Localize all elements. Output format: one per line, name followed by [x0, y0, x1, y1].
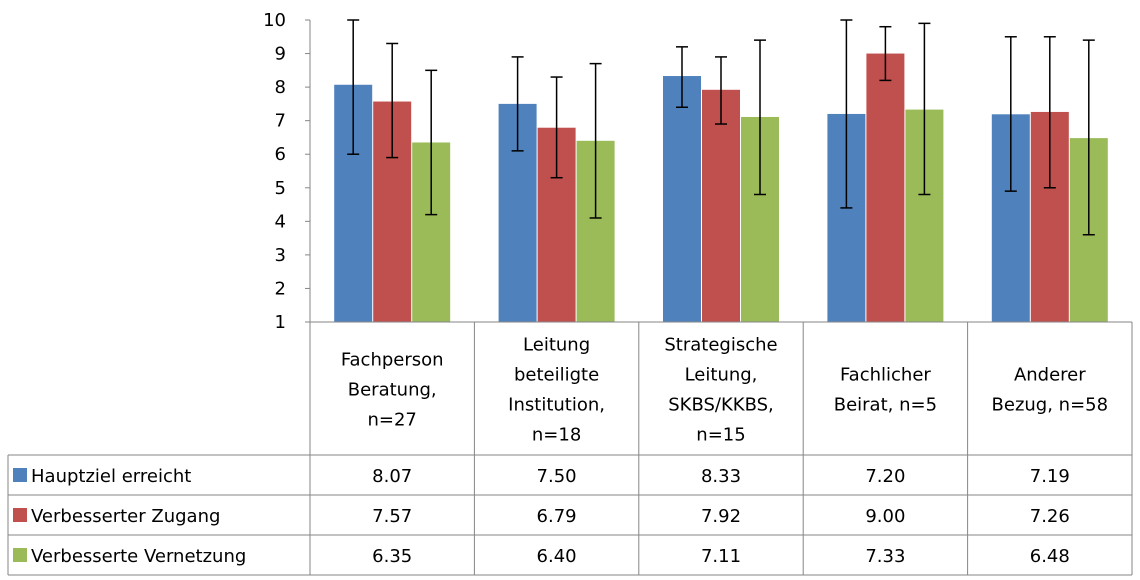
- data-label: 7.20: [865, 466, 905, 487]
- data-label: 8.07: [372, 466, 412, 487]
- data-label: 6.48: [1030, 546, 1070, 567]
- data-label: 7.11: [701, 546, 741, 567]
- y-tick-label: 2: [275, 278, 286, 299]
- category-label: n=27: [367, 410, 416, 431]
- category-label: Anderer: [1014, 365, 1086, 386]
- legend-label: Verbesserter Zugang: [31, 506, 220, 527]
- category-label: beteiligte: [514, 365, 599, 386]
- legend-swatch: [13, 468, 27, 482]
- y-tick-label: 10: [263, 10, 286, 31]
- y-tick-label: 3: [275, 245, 286, 266]
- category-label: Beratung,: [348, 380, 437, 401]
- data-label: 7.92: [701, 506, 741, 527]
- data-label: 7.19: [1030, 466, 1070, 487]
- category-label: SKBS/KKBS,: [668, 395, 774, 416]
- category-label: Leitung,: [685, 365, 758, 386]
- category-label: Fachperson: [341, 350, 444, 371]
- y-tick-label: 9: [275, 44, 286, 65]
- category-label: Beirat, n=5: [834, 395, 937, 416]
- y-tick-label: 7: [275, 111, 286, 132]
- category-label: Leitung: [523, 335, 590, 356]
- y-tick-label: 6: [275, 144, 286, 165]
- data-label: 8.33: [701, 466, 741, 487]
- category-label: Institution,: [508, 395, 605, 416]
- bar: [702, 89, 740, 322]
- category-label: Strategische: [664, 335, 777, 356]
- data-label: 7.33: [865, 546, 905, 567]
- legend-label: Hauptziel erreicht: [31, 466, 191, 487]
- data-label: 7.57: [372, 506, 412, 527]
- legend-label: Verbesserte Vernetzung: [31, 546, 246, 567]
- data-label: 6.79: [537, 506, 577, 527]
- bar: [866, 53, 905, 323]
- data-label: 7.50: [537, 466, 577, 487]
- data-label: 6.40: [537, 546, 577, 567]
- y-tick-label: 4: [275, 211, 286, 232]
- legend-swatch: [13, 508, 27, 522]
- legend-swatch: [13, 548, 27, 562]
- bar: [663, 76, 701, 322]
- data-label: 6.35: [372, 546, 412, 567]
- data-label: 9.00: [865, 506, 905, 527]
- category-label: n=18: [532, 425, 581, 446]
- category-label: Bezug, n=58: [992, 395, 1109, 416]
- y-tick-label: 1: [275, 312, 286, 333]
- category-label: n=15: [696, 425, 745, 446]
- data-label: 7.26: [1030, 506, 1070, 527]
- category-label: Fachlicher: [840, 365, 931, 386]
- y-tick-label: 8: [275, 77, 286, 98]
- y-tick-label: 5: [275, 178, 286, 199]
